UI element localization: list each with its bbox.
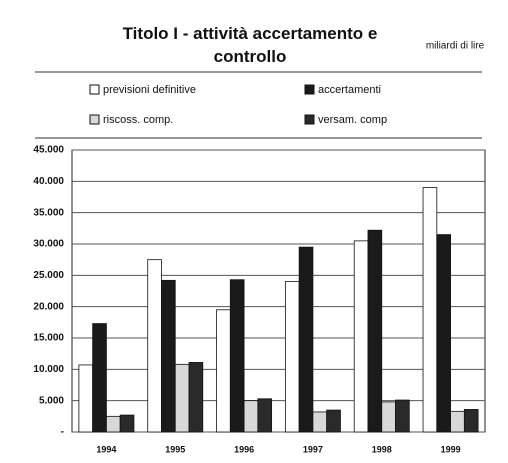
bar (436, 234, 451, 433)
bar (188, 362, 204, 433)
bar (284, 281, 300, 433)
legend-label: accertamenti (318, 84, 381, 96)
x-tick-label: 1996 (234, 444, 254, 454)
x-tick-label: 1994 (96, 444, 116, 454)
legend-swatch (89, 84, 100, 95)
bar (395, 399, 410, 433)
bar (243, 400, 259, 433)
x-tick-label: 1999 (441, 444, 461, 454)
bar (353, 240, 369, 433)
bar (106, 415, 121, 433)
chart-title: Titolo I - attività accertamento e contr… (122, 24, 378, 66)
bar (174, 363, 190, 433)
legend-label: versam. comp (318, 114, 387, 126)
bar (450, 410, 465, 433)
bar (463, 409, 479, 433)
y-tick-label: 20.000 (33, 301, 64, 312)
bar (367, 229, 383, 433)
y-tick-label: 30.000 (33, 239, 64, 250)
bar (161, 279, 176, 433)
bar (326, 409, 341, 433)
y-tick-label: 45.000 (33, 145, 64, 156)
legend-swatch (304, 114, 315, 125)
bar (119, 414, 135, 433)
x-tick-label: 1997 (303, 444, 323, 454)
legend-swatch (304, 84, 315, 95)
legend-swatch (89, 114, 100, 125)
bar (381, 401, 396, 433)
bar (422, 187, 438, 433)
x-tick-label: 1998 (372, 444, 392, 454)
bar (229, 279, 245, 433)
legend-label: riscoss. comp. (103, 114, 173, 126)
bar (298, 246, 314, 433)
y-tick-label: 25.000 (33, 270, 64, 281)
y-tick-label: 10.000 (33, 364, 64, 375)
y-tick-label: 40.000 (33, 176, 64, 187)
unit-note: miliardi di lire (426, 41, 485, 52)
y-tick-label: 15.000 (33, 333, 64, 344)
bar (216, 309, 231, 433)
bar (312, 411, 328, 433)
x-tick-label: 1995 (165, 444, 185, 454)
bar (92, 323, 107, 433)
bar (257, 398, 273, 433)
y-tick-label: 5.000 (39, 395, 64, 406)
bar (78, 364, 94, 433)
y-tick-label: - (61, 427, 64, 438)
bar (147, 259, 162, 433)
legend-label: previsioni definitive (103, 84, 196, 96)
y-tick-label: 35.000 (33, 207, 64, 218)
